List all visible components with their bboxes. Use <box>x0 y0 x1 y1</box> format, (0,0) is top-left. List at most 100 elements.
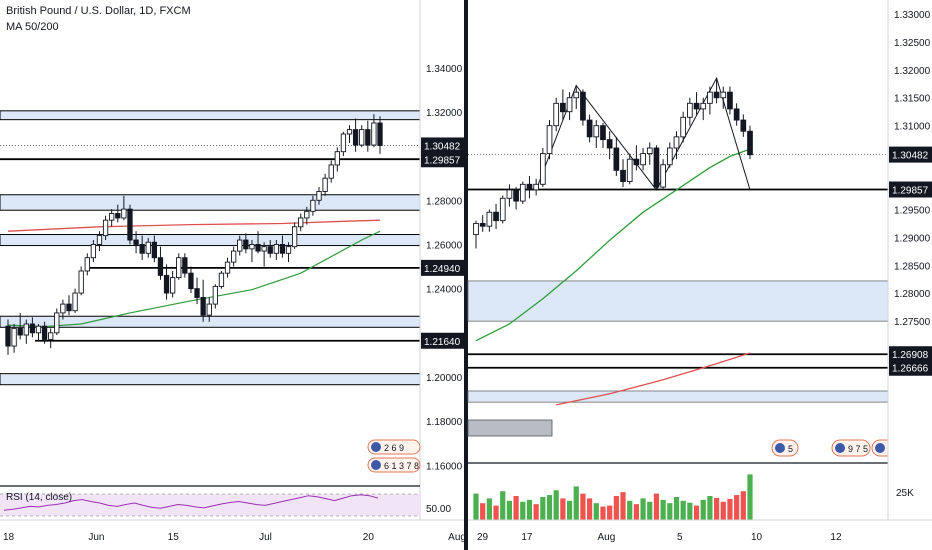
left-y-tick: 1.34000 <box>426 64 463 75</box>
left-candle <box>78 266 84 296</box>
volume-bar <box>687 502 693 520</box>
right-candle <box>646 142 653 165</box>
right-event-badge-0: 5 <box>771 439 799 457</box>
right-candle-body <box>546 125 553 155</box>
left-candle <box>66 295 72 316</box>
right-price-label-0: 1.30482 <box>889 146 932 163</box>
volume-bar <box>734 495 740 520</box>
left-candle <box>72 288 78 313</box>
left-candle <box>145 237 151 258</box>
left-candle-body <box>54 312 60 334</box>
volume-bar <box>680 500 686 520</box>
volume-bar <box>513 496 519 520</box>
left-candle <box>163 264 170 300</box>
left-candle <box>249 240 255 263</box>
volume-bar <box>720 501 726 520</box>
left-candle <box>377 116 383 154</box>
flag-icon <box>371 460 381 470</box>
right-candle <box>573 85 580 109</box>
right-candle-body <box>613 147 620 171</box>
left-candle-body <box>261 246 267 252</box>
left-candle-body <box>66 303 72 312</box>
left-x-tick: 15 <box>168 532 180 543</box>
flag-icon <box>835 443 845 453</box>
left-x-tick: Aug <box>448 532 466 543</box>
right-candle-body <box>519 183 526 202</box>
left-candle-body <box>72 292 78 312</box>
left-candle-body <box>170 277 176 294</box>
left-candle-body <box>84 257 90 272</box>
volume-bar <box>627 500 633 520</box>
right-candle <box>553 97 560 132</box>
left-y-tick: 1.24000 <box>426 285 463 296</box>
left-candle-body <box>115 213 121 219</box>
right-candle-body <box>486 211 493 227</box>
left-candle-body <box>243 239 249 250</box>
left-event-badge-text: 2 6 9 <box>384 443 404 453</box>
left-candle-body <box>212 285 218 305</box>
volume-bar <box>493 505 499 520</box>
right-price-label-1: 1.29857 <box>889 181 932 198</box>
left-y-tick: 1.32000 <box>426 108 463 119</box>
right-candle <box>713 78 720 104</box>
left-candle <box>133 231 139 254</box>
volume-bar <box>506 500 513 520</box>
left-price-label-2-text: 1.24940 <box>424 264 461 275</box>
left-candle-body <box>188 272 194 290</box>
flag-icon <box>775 443 785 453</box>
left-price-label-3: 1.21640 <box>421 332 465 349</box>
left-event-badge-0: 2 6 9 <box>367 439 421 455</box>
left-candle-body <box>334 151 340 166</box>
right-price-label-2-bg <box>889 346 932 363</box>
volume-bar <box>747 474 753 520</box>
right-candle-body <box>680 116 687 138</box>
right-x-tick: 10 <box>751 532 763 543</box>
left-candle <box>121 195 127 221</box>
left-candle <box>322 173 328 196</box>
right-candle-body <box>526 183 533 191</box>
volume-bar <box>707 496 713 520</box>
left-candle-body <box>304 210 310 219</box>
left-candle <box>90 240 97 263</box>
right-candle <box>593 120 600 149</box>
right-candle <box>546 120 553 160</box>
right-candle <box>506 184 513 207</box>
left-candle <box>237 235 243 256</box>
left-candle-body <box>206 303 212 316</box>
right-price-label-3-bg <box>889 359 932 376</box>
left-candle <box>304 206 310 225</box>
right-candle-body <box>653 147 660 188</box>
left-candle-body <box>60 303 66 314</box>
volume-bar <box>647 501 653 520</box>
left-candle <box>60 299 66 320</box>
right-y-tick: 1.31500 <box>894 94 931 105</box>
volume-bar <box>613 496 619 520</box>
right-candle-body <box>720 91 727 99</box>
right-price-label-1-text: 1.29857 <box>892 186 929 197</box>
left-y-tick: 1.28000 <box>426 196 463 207</box>
left-candle-body <box>48 332 54 340</box>
left-candle-body <box>17 327 23 336</box>
left-candle-body <box>316 190 322 201</box>
left-candle <box>334 147 340 172</box>
right-y-tick: 1.28000 <box>894 289 931 300</box>
right-price-label-0-bg <box>889 146 932 163</box>
right-x-tick: 29 <box>477 532 489 543</box>
volume-bar <box>600 506 606 520</box>
left-candle-body <box>11 327 17 347</box>
right-candle-body <box>560 102 566 113</box>
right-y-tick: 1.33000 <box>894 10 931 21</box>
right-candle <box>473 220 479 249</box>
right-candle-body <box>553 102 560 127</box>
left-candle <box>182 253 188 278</box>
left-candle-body <box>194 288 200 298</box>
volume-bar <box>533 504 539 520</box>
right-price-label-2: 1.26908 <box>889 346 932 363</box>
volume-bar <box>633 504 639 520</box>
left-ma50-line <box>7 230 381 328</box>
rsi-level-label: 50.00 <box>426 504 451 515</box>
left-candle-body <box>255 244 261 252</box>
left-x-tick: 20 <box>363 532 375 543</box>
